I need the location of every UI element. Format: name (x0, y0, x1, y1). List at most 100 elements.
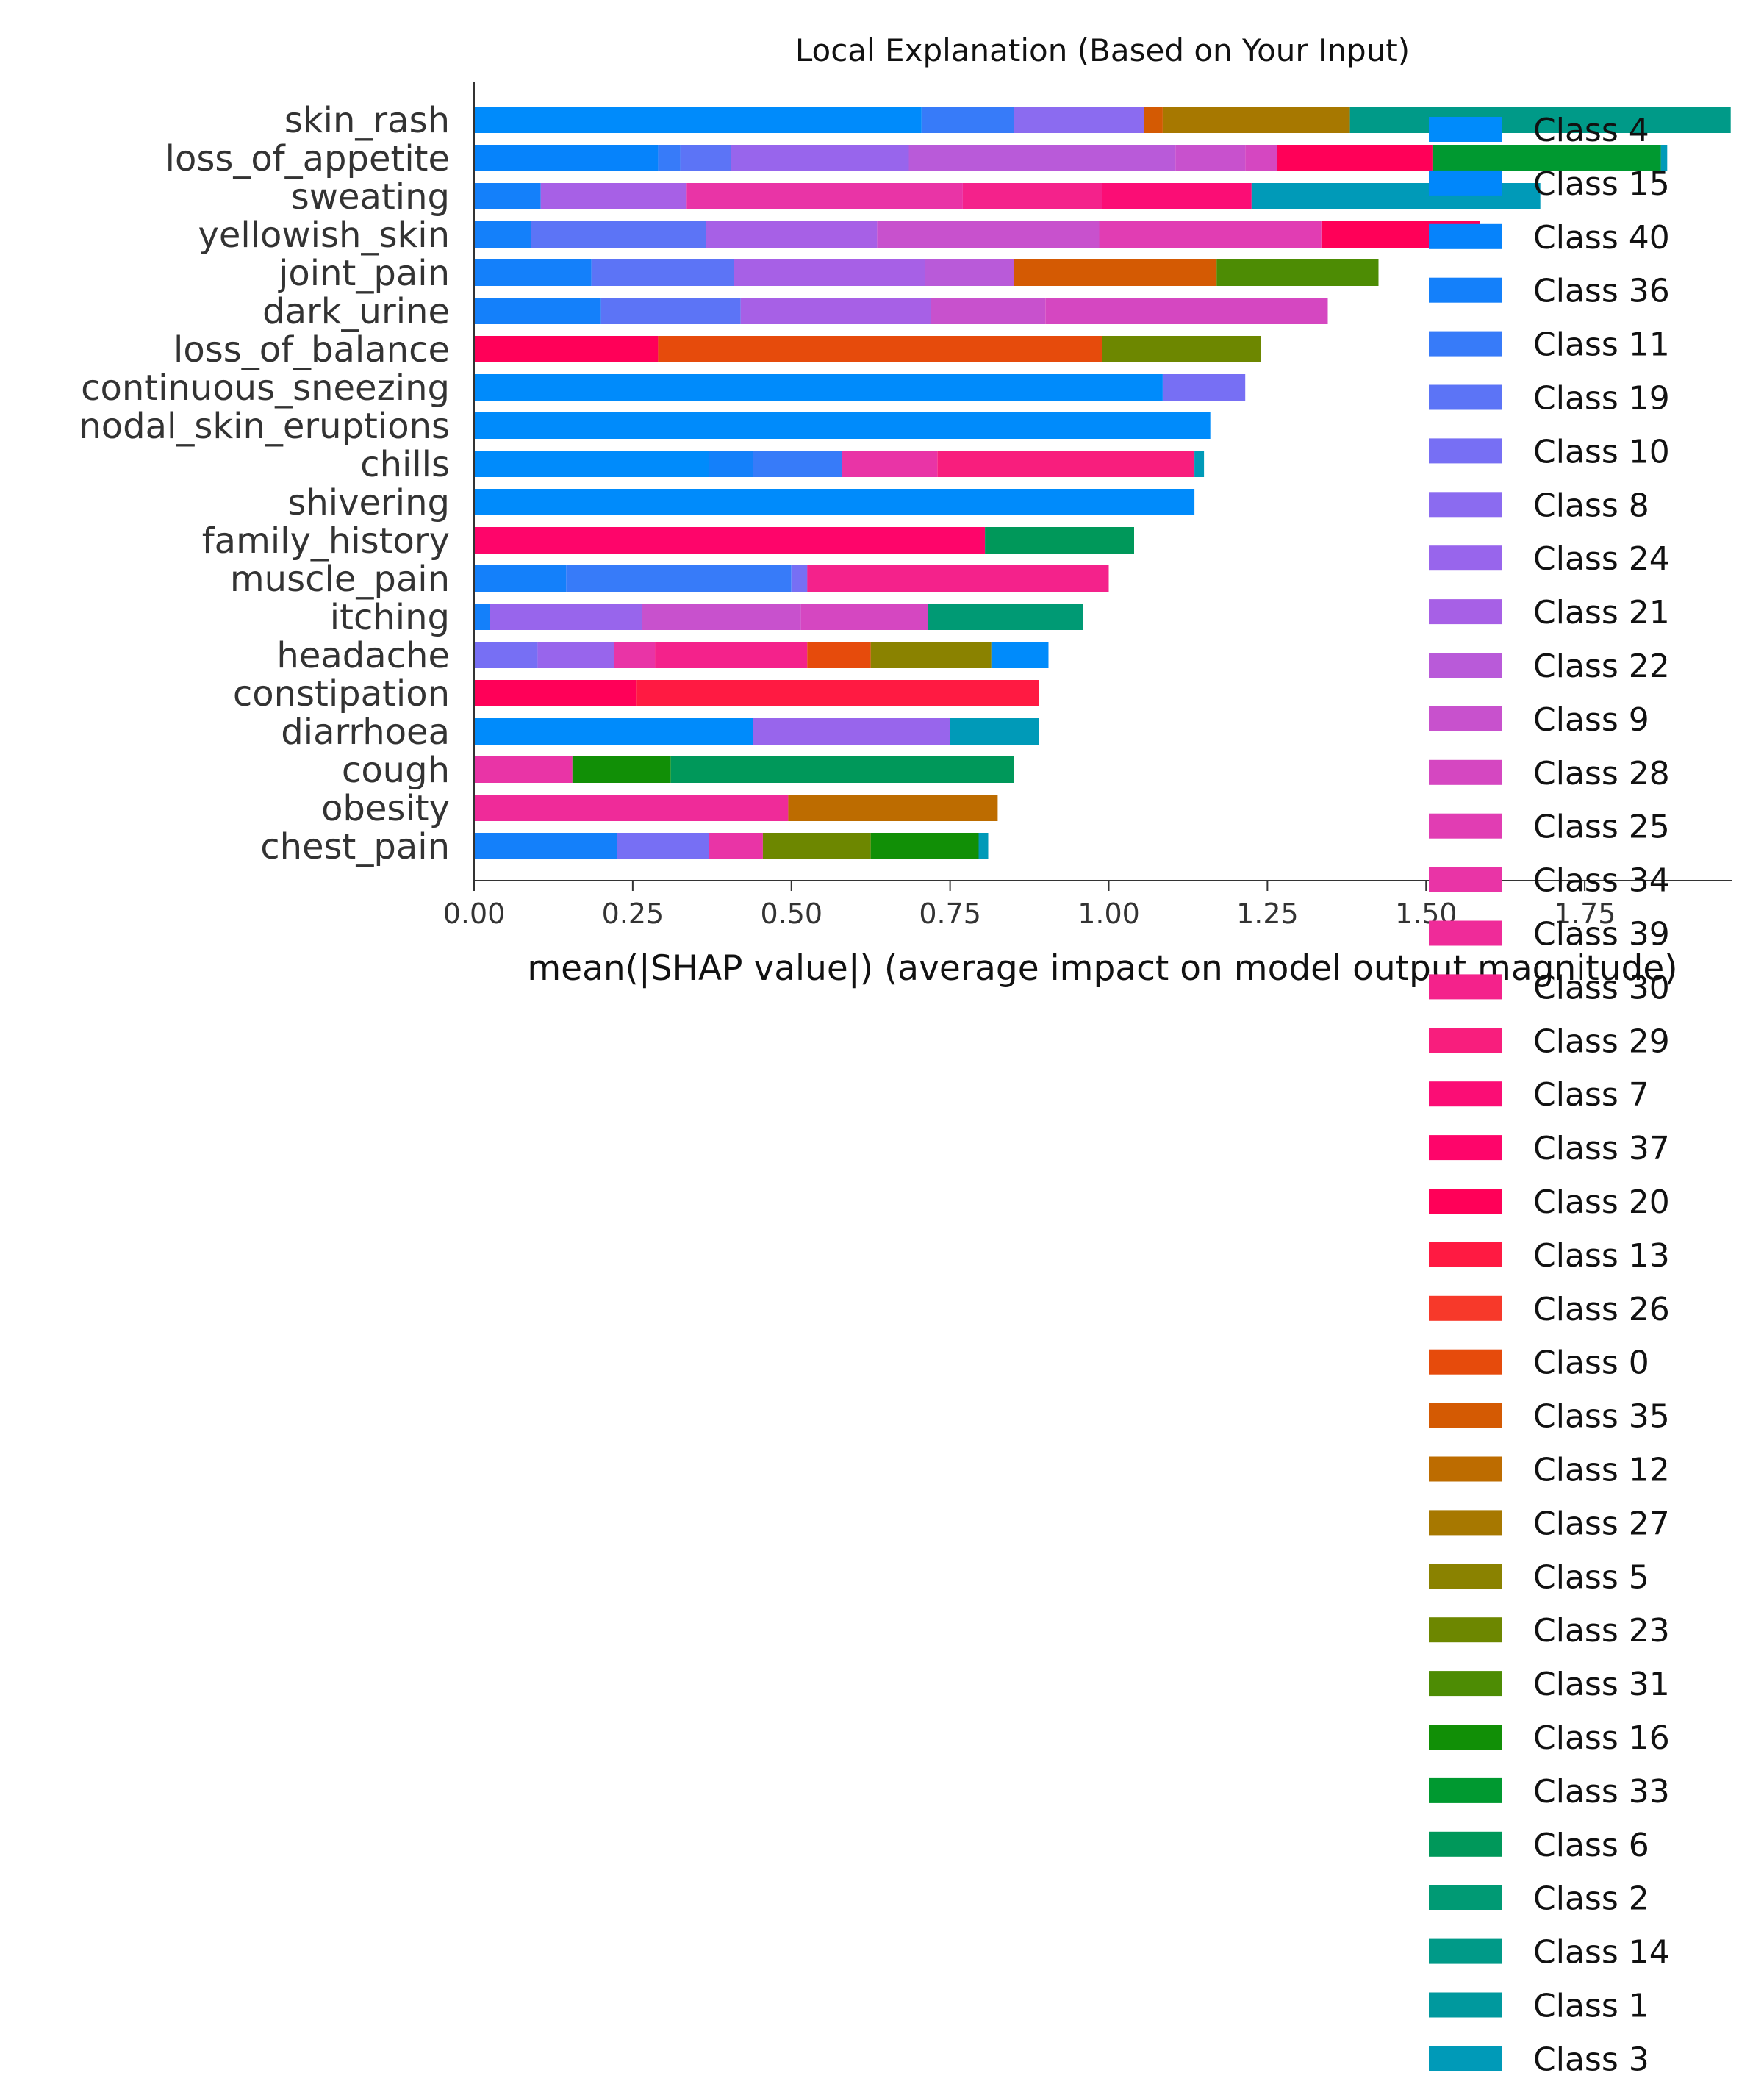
y-tick-label: headache (276, 635, 450, 676)
legend-swatch (1429, 277, 1502, 303)
bar-segment-headache-6 (991, 642, 1049, 668)
x-axis-title: mean(|SHAP value|) (average impact on mo… (527, 948, 1677, 989)
legend-label: Class 16 (1533, 1719, 1670, 1757)
bar-segment-joint_pain-5 (1216, 259, 1379, 286)
legend-swatch (1429, 1885, 1502, 1910)
bar-segment-sweating-3 (962, 183, 1102, 210)
legend-swatch (1429, 1564, 1502, 1589)
bar-segment-sweating-0 (474, 183, 541, 210)
legend-swatch (1429, 545, 1502, 571)
y-tick-label: diarrhoea (281, 712, 450, 753)
legend-label: Class 26 (1533, 1291, 1670, 1328)
legend-label: Class 39 (1533, 916, 1670, 953)
bar-segment-muscle_pain-2 (791, 565, 808, 592)
y-tick-label: dark_urine (262, 291, 450, 332)
y-tick-label: itching (330, 597, 450, 638)
bar-segment-headache-1 (537, 642, 614, 668)
legend-label: Class 7 (1533, 1076, 1649, 1114)
bar-segment-dark_urine-4 (1045, 298, 1328, 324)
x-tick-label: 0.25 (602, 898, 664, 930)
bar-segment-itching-4 (928, 604, 1083, 630)
bar-segment-joint_pain-2 (734, 259, 925, 286)
y-tick-label: nodal_skin_eruptions (79, 406, 450, 447)
x-tick-label: 1.25 (1236, 898, 1299, 930)
bar-segment-chest_pain-0 (474, 833, 617, 859)
legend-label: Class 20 (1533, 1183, 1670, 1221)
bar-segment-dark_urine-2 (740, 298, 931, 324)
bar-segment-headache-2 (614, 642, 656, 668)
bar-segment-diarrhoea-1 (753, 718, 950, 745)
bar-segment-dark_urine-1 (600, 298, 741, 324)
bar-segment-family_history-1 (985, 527, 1134, 554)
bar-segment-chest_pain-5 (978, 833, 989, 859)
bar-segment-loss_of_appetite-9 (1660, 145, 1668, 171)
legend-swatch (1429, 1777, 1502, 1803)
bar-segment-skin_rash-5 (1349, 107, 1731, 133)
x-tick-label: 0.50 (760, 898, 822, 930)
bar-segment-muscle_pain-0 (474, 565, 567, 592)
bar-segment-loss_of_appetite-0 (474, 145, 659, 171)
legend-label: Class 8 (1533, 487, 1649, 524)
legend-label: Class 13 (1533, 1237, 1670, 1275)
legend-swatch (1429, 599, 1502, 625)
legend-swatch (1429, 1028, 1502, 1053)
bar-segment-shivering-0 (474, 489, 1195, 515)
bar-segment-headache-0 (474, 642, 538, 668)
bar-segment-dark_urine-3 (931, 298, 1046, 324)
bar-segment-loss_of_appetite-7 (1277, 145, 1433, 171)
bar-segment-yellowish_skin-2 (706, 221, 878, 248)
bar-segment-obesity-1 (788, 795, 998, 821)
legend-label: Class 27 (1533, 1505, 1670, 1542)
bar-segment-continuous_sneezing-0 (474, 374, 1163, 401)
bar-segment-headache-5 (870, 642, 992, 668)
bar-segment-yellowish_skin-0 (474, 221, 531, 248)
legend-label: Class 3 (1533, 2041, 1649, 2078)
x-tick-label: 1.00 (1078, 898, 1140, 930)
bar-segment-cough-1 (572, 756, 671, 783)
bar-segment-sweating-1 (540, 183, 687, 210)
bar-segment-constipation-1 (636, 680, 1039, 706)
y-tick-label: yellowish_skin (198, 215, 450, 256)
bar-segment-constipation-0 (474, 680, 637, 706)
y-tick-label: loss_of_balance (173, 329, 450, 370)
legend-label: Class 22 (1533, 648, 1670, 685)
legend-label: Class 30 (1533, 969, 1670, 1006)
bar-segment-chest_pain-2 (709, 833, 763, 859)
bar-segment-dark_urine-0 (474, 298, 601, 324)
legend-swatch (1429, 2046, 1502, 2071)
legend-swatch (1429, 653, 1502, 678)
bar-segment-chills-2 (753, 451, 842, 477)
legend-label: Class 0 (1533, 1344, 1649, 1382)
legend-swatch (1429, 331, 1502, 357)
legend-swatch (1429, 117, 1502, 142)
legend-label: Class 5 (1533, 1558, 1649, 1596)
y-tick-label: family_history (202, 520, 450, 562)
legend-label: Class 2 (1533, 1880, 1649, 1918)
legend-label: Class 10 (1533, 433, 1670, 470)
legend-swatch (1429, 1242, 1502, 1267)
bar-segment-loss_of_balance-2 (1102, 336, 1261, 362)
bar-segment-skin_rash-0 (474, 107, 922, 133)
legend-swatch (1429, 1349, 1502, 1375)
bar-segment-diarrhoea-2 (950, 718, 1039, 745)
bar-segment-joint_pain-3 (925, 259, 1014, 286)
legend-label: Class 35 (1533, 1398, 1670, 1436)
legend-swatch (1429, 438, 1502, 464)
bar-segment-chills-0 (474, 451, 709, 477)
bar-segment-itching-1 (490, 604, 642, 630)
legend-swatch (1429, 974, 1502, 1000)
bar-segment-yellowish_skin-1 (531, 221, 706, 248)
bar-segment-loss_of_balance-0 (474, 336, 659, 362)
bar-segment-headache-3 (655, 642, 808, 668)
legend-label: Class 36 (1533, 273, 1670, 310)
legend-swatch (1429, 759, 1502, 785)
legend-swatch (1429, 813, 1502, 839)
legend-label: Class 19 (1533, 380, 1670, 418)
bar-segment-chills-3 (842, 451, 938, 477)
legend-label: Class 1 (1533, 1988, 1649, 2025)
legend-label: Class 29 (1533, 1023, 1670, 1060)
bar-segment-loss_of_appetite-6 (1245, 145, 1277, 171)
legend: Class 4 Class 15 Class 40 Class 36 Class 11 C… (1429, 112, 1670, 2078)
legend-swatch (1429, 1456, 1502, 1482)
